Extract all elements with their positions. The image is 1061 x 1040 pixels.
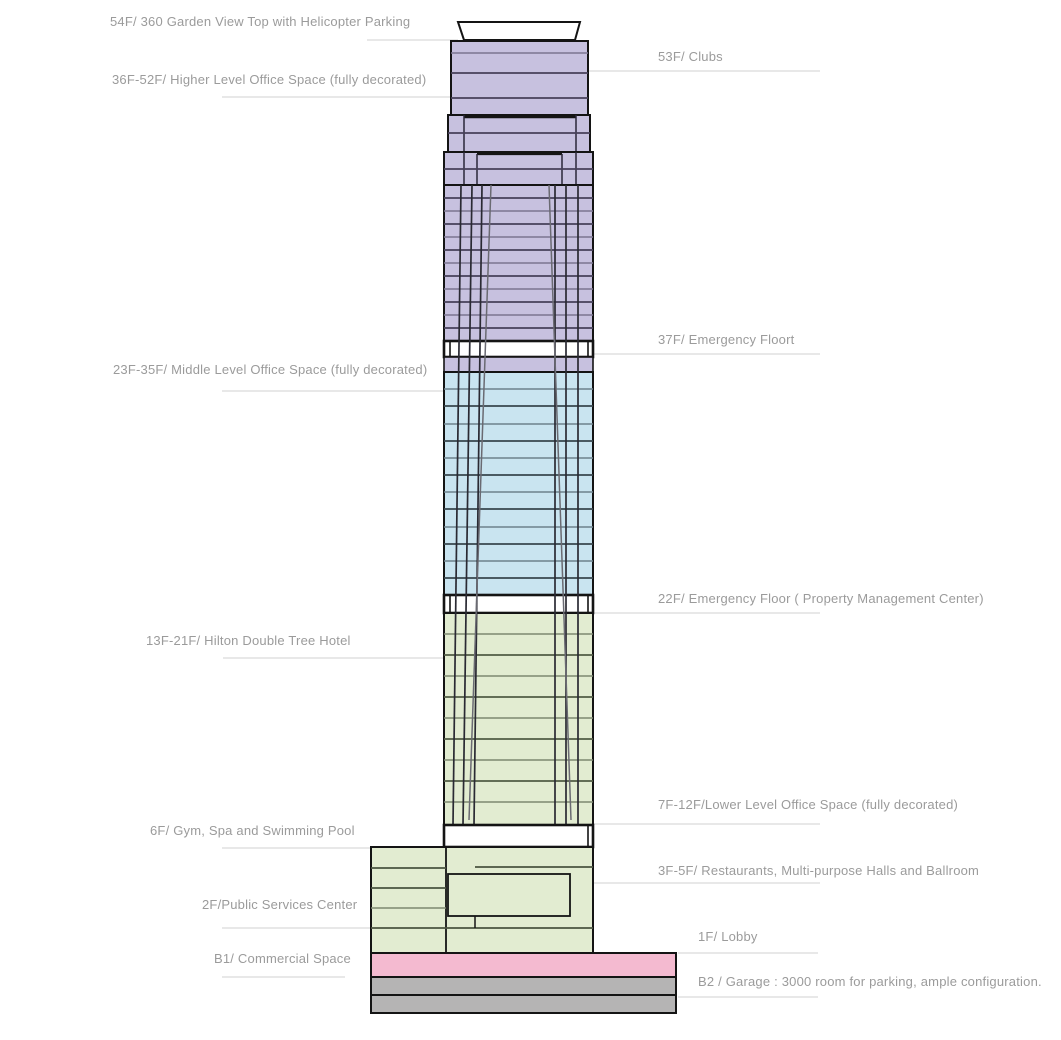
section-6f-gym bbox=[442, 823, 595, 849]
label-13f-21f-hotel: 13F-21F/ Hilton Double Tree Hotel bbox=[146, 633, 351, 648]
label-36f-52f-higher-office: 36F-52F/ Higher Level Office Space (full… bbox=[112, 72, 427, 87]
tier-lower-details bbox=[444, 152, 593, 185]
label-6f-gym: 6F/ Gym, Spa and Swimming Pool bbox=[150, 823, 355, 838]
label-1f-lobby: 1F/ Lobby bbox=[698, 929, 758, 944]
label-3f-5f-restaurants: 3F-5F/ Restaurants, Multi-purpose Halls … bbox=[658, 863, 980, 878]
section-37f-emergency bbox=[442, 339, 595, 359]
label-b2-garage: B2 / Garage : 3000 room for parking, amp… bbox=[698, 974, 1042, 989]
podium-block bbox=[370, 846, 594, 954]
label-7f-12f-lower-office: 7F-12F/Lower Level Office Space (fully d… bbox=[658, 797, 959, 812]
leader-lines bbox=[222, 39, 820, 998]
section-b1-commercial bbox=[370, 952, 677, 978]
floor-lines-hotel bbox=[444, 633, 593, 803]
emergency-band-dividers bbox=[449, 341, 589, 613]
floor-lines-higher-office bbox=[444, 197, 593, 329]
floor-lines-middle-office bbox=[444, 388, 593, 579]
section-53f-clubs bbox=[450, 40, 589, 116]
podium-atrium bbox=[447, 873, 571, 917]
label-23f-35f-middle-office: 23F-35F/ Middle Level Office Space (full… bbox=[113, 362, 428, 377]
label-53f-clubs: 53F/ Clubs bbox=[658, 49, 723, 64]
label-54f-garden-view: 54F/ 360 Garden View Top with Helicopter… bbox=[110, 14, 411, 29]
label-b1-commercial: B1/ Commercial Space bbox=[214, 951, 351, 966]
label-2f-public-services: 2F/Public Services Center bbox=[202, 897, 358, 912]
structural-lines bbox=[452, 184, 579, 826]
helipad-roof bbox=[456, 21, 582, 41]
podium-details bbox=[371, 847, 593, 953]
tier-upper-details bbox=[448, 115, 590, 152]
floor-lines-53f bbox=[451, 52, 588, 99]
label-22f-emergency: 22F/ Emergency Floor ( Property Manageme… bbox=[658, 591, 984, 606]
section-b2-garage-lower bbox=[370, 994, 677, 1014]
section-36f-floor bbox=[443, 356, 594, 373]
section-b2-garage-upper bbox=[370, 976, 677, 996]
label-37f-emergency: 37F/ Emergency Floort bbox=[658, 332, 795, 347]
